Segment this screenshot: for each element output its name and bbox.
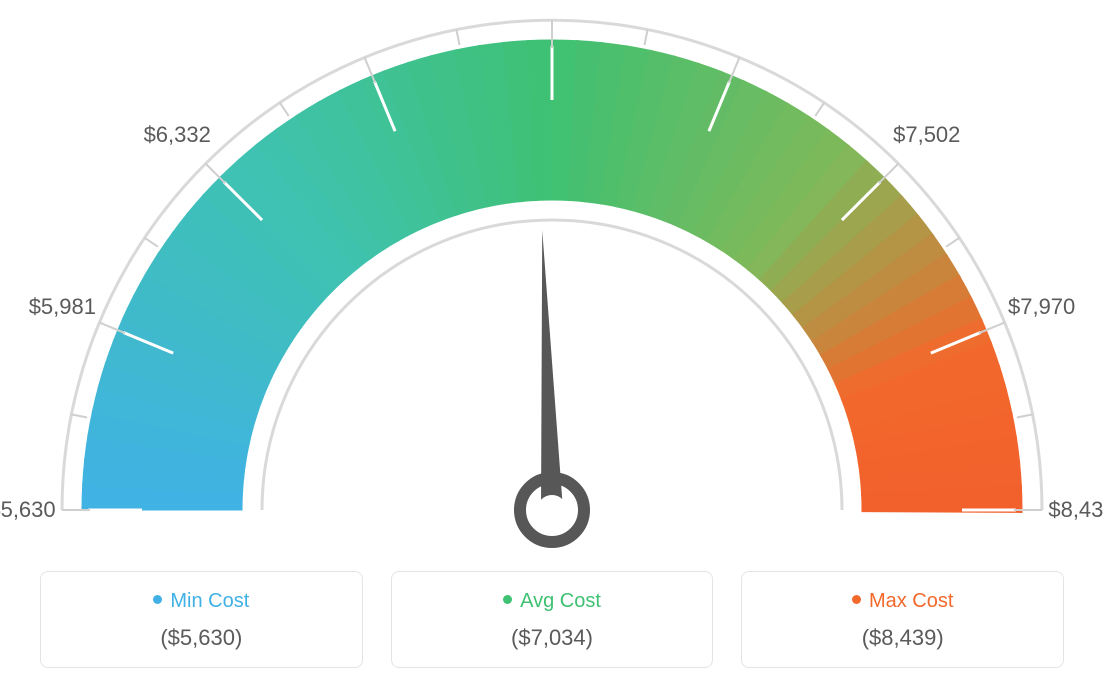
legend-label-avg: Avg Cost bbox=[520, 590, 601, 612]
legend-label-min: Min Cost bbox=[170, 590, 249, 612]
gauge-tick-label: $7,970 bbox=[1008, 294, 1075, 320]
gauge-svg bbox=[0, 0, 1104, 560]
legend-card-avg: Avg Cost ($7,034) bbox=[391, 571, 714, 668]
dot-icon bbox=[153, 595, 162, 604]
dot-icon bbox=[503, 595, 512, 604]
cost-gauge-chart: $5,630$5,981$6,332$7,034$7,502$7,970$8,4… bbox=[0, 0, 1104, 690]
legend-title-max: Max Cost bbox=[752, 590, 1053, 613]
legend-title-avg: Avg Cost bbox=[402, 590, 703, 613]
gauge-tick-label: $8,439 bbox=[1048, 497, 1104, 523]
gauge-area: $5,630$5,981$6,332$7,034$7,502$7,970$8,4… bbox=[0, 0, 1104, 560]
gauge-tick-label: $6,332 bbox=[144, 122, 211, 148]
legend-value-min: ($5,630) bbox=[51, 625, 352, 651]
legend-value-avg: ($7,034) bbox=[402, 625, 703, 651]
dot-icon bbox=[852, 595, 861, 604]
legend-card-min: Min Cost ($5,630) bbox=[40, 571, 363, 668]
legend-row: Min Cost ($5,630) Avg Cost ($7,034) Max … bbox=[40, 571, 1064, 668]
legend-title-min: Min Cost bbox=[51, 590, 352, 613]
gauge-tick-label: $5,630 bbox=[0, 497, 56, 523]
legend-card-max: Max Cost ($8,439) bbox=[741, 571, 1064, 668]
legend-value-max: ($8,439) bbox=[752, 625, 1053, 651]
gauge-tick-label: $5,981 bbox=[29, 294, 96, 320]
legend-label-max: Max Cost bbox=[869, 590, 953, 612]
gauge-tick-label: $7,502 bbox=[893, 122, 960, 148]
